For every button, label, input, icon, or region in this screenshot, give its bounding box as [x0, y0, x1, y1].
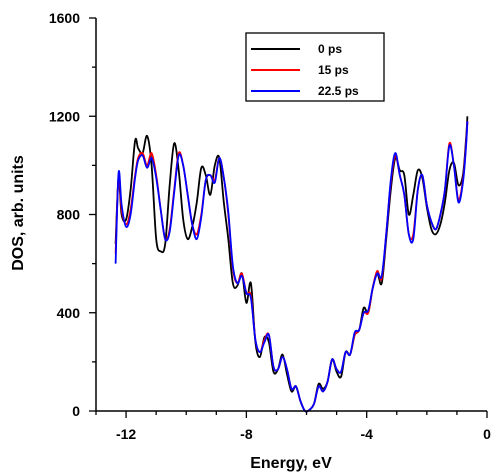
legend-label-0: 0 ps [318, 42, 342, 56]
legend-label-2: 22.5 ps [318, 84, 359, 98]
x-tick-label: -8 [240, 426, 253, 442]
ticks: -12 -8 -4 0 0 400 800 1200 1600 [49, 10, 491, 442]
x-tick-label: -4 [360, 426, 373, 442]
x-tick-label: 0 [483, 426, 491, 442]
series-line-0 [114, 116, 469, 413]
series-line-1 [114, 121, 469, 413]
plot-area [114, 116, 469, 413]
legend: 0 ps 15 ps 22.5 ps [245, 32, 385, 102]
series-line-2 [114, 121, 469, 413]
y-tick-label: 0 [72, 403, 80, 419]
legend-box [245, 32, 385, 102]
x-axis-title: Energy, eV [250, 455, 332, 472]
y-tick-label: 400 [57, 305, 81, 321]
legend-label-1: 15 ps [318, 63, 349, 77]
y-tick-label: 1600 [49, 10, 80, 26]
x-tick-label: -12 [116, 426, 136, 442]
y-tick-label: 800 [57, 207, 81, 223]
y-axis-title: DOS, arb. units [10, 155, 27, 271]
y-tick-label: 1200 [49, 108, 80, 124]
